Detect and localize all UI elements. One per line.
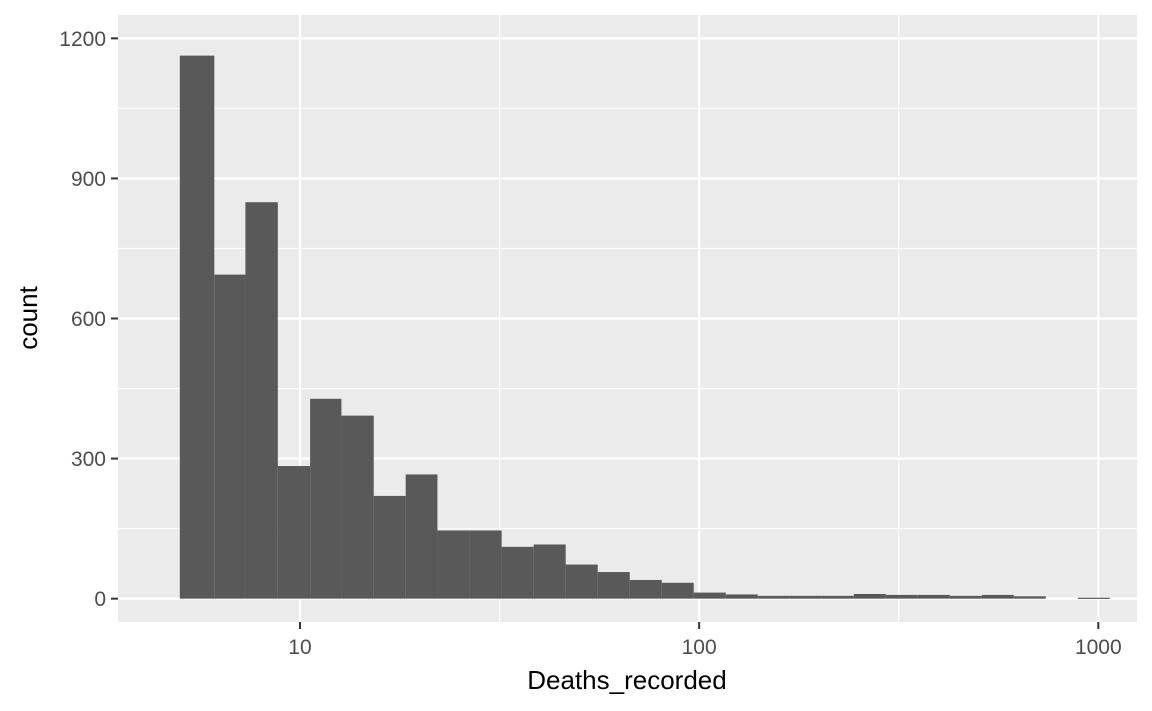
histogram-bar	[917, 594, 950, 599]
histogram-bar	[885, 594, 918, 599]
histogram-bar	[501, 546, 534, 599]
histogram-bar	[981, 594, 1014, 599]
histogram-bar	[693, 592, 726, 599]
histogram-bar	[437, 530, 470, 599]
histogram-bar	[821, 595, 854, 599]
x-tick-label: 10	[288, 636, 311, 659]
histogram-bar	[757, 595, 790, 599]
histogram-bar	[725, 594, 758, 599]
y-tick-label: 1200	[59, 28, 106, 51]
histogram-bar	[853, 593, 886, 599]
x-axis-title: Deaths_recorded	[527, 665, 726, 695]
major-gridlines	[118, 15, 1137, 622]
y-axis: 0 300 600 900 1200	[59, 28, 118, 611]
histogram-bars	[179, 55, 1110, 599]
x-axis: 10 100 1000	[288, 622, 1122, 659]
histogram-bar	[310, 398, 342, 599]
histogram-bar	[469, 530, 502, 599]
y-tick-label: 900	[71, 168, 106, 191]
y-axis-title: count	[13, 285, 43, 349]
y-tick-label: 0	[94, 588, 106, 611]
histogram-bar	[1013, 596, 1046, 599]
histogram-bar	[661, 582, 694, 599]
histogram-bar	[533, 544, 566, 599]
histogram-bar	[179, 55, 215, 599]
histogram-bar	[245, 202, 278, 599]
histogram-bar	[949, 595, 982, 599]
histogram-bar	[214, 274, 246, 599]
histogram-bar	[565, 564, 598, 599]
y-tick-label: 600	[71, 308, 106, 331]
x-tick-label: 100	[682, 636, 717, 659]
histogram-bar	[629, 579, 662, 599]
histogram-bar	[1077, 597, 1110, 599]
histogram-bar	[405, 474, 438, 599]
histogram-bar	[277, 466, 311, 599]
histogram-bar	[341, 415, 374, 599]
y-tick-label: 300	[71, 448, 106, 471]
histogram-bar	[373, 495, 406, 599]
x-tick-label: 1000	[1075, 636, 1122, 659]
histogram-bar	[597, 572, 630, 599]
histogram-bar	[789, 595, 822, 599]
